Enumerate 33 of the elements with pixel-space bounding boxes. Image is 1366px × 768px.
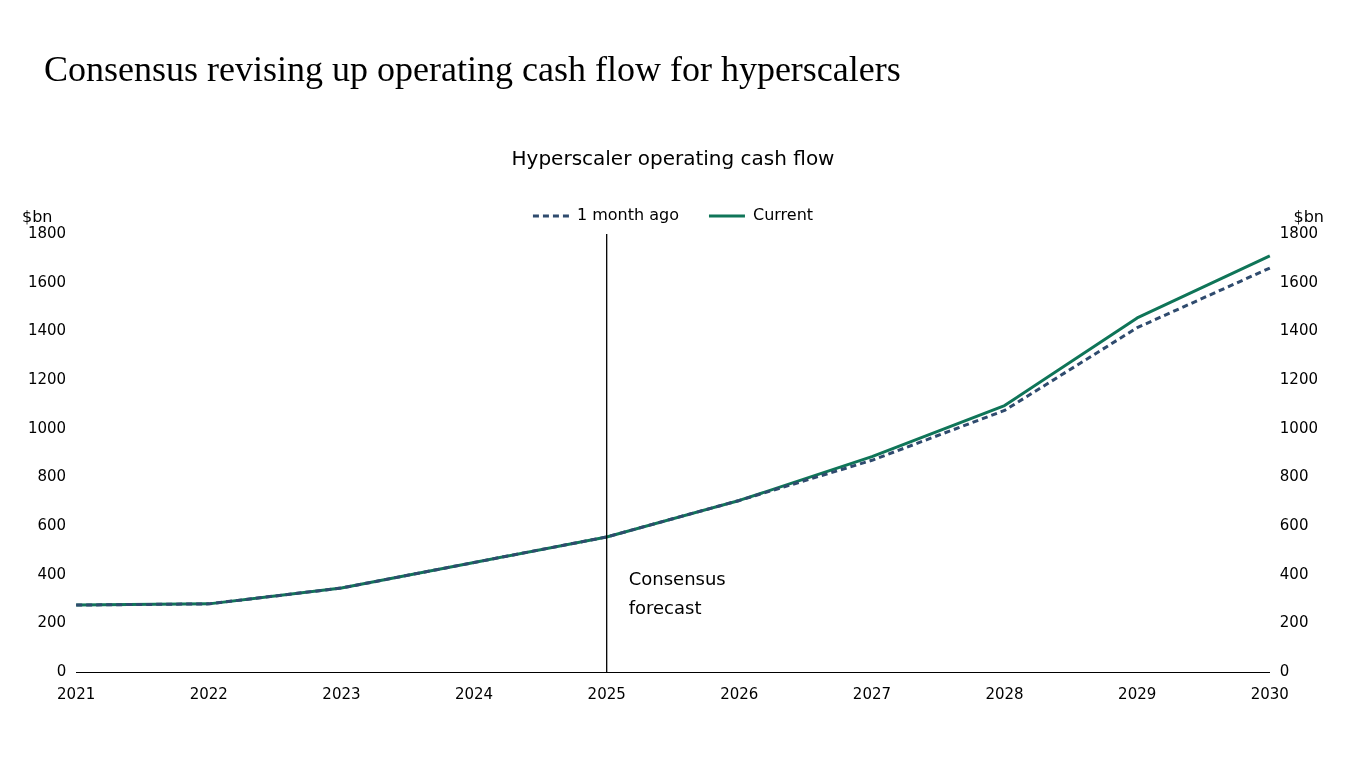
y-tick-label: 600: [37, 515, 67, 534]
y-tick-label: 1400: [27, 321, 67, 340]
x-tick-label: 2029: [1118, 684, 1157, 703]
y-tick-label: 1600: [27, 272, 67, 291]
y2-tick-label: 200: [1279, 613, 1309, 632]
x-tick-label: 2026: [720, 684, 759, 703]
y2-tick-label: 1600: [1279, 272, 1319, 291]
y2-tick-label: 800: [1279, 467, 1309, 486]
y2-tick-label: 1200: [1279, 369, 1319, 388]
y2-tick-label: 0: [1279, 661, 1290, 680]
y-tick-label: 1000: [27, 418, 67, 437]
x-tick-label: 2028: [985, 684, 1024, 703]
y2-tick-label: 1000: [1279, 418, 1319, 437]
y-tick-label: 800: [37, 467, 67, 486]
chart-title: Consensus revising up operating cash flow for hyperscalers: [43, 48, 902, 91]
x-tick-label: 2024: [454, 684, 494, 703]
y2-tick-label: 1400: [1279, 321, 1319, 340]
ref-line-label: Consensus forecast: [628, 567, 726, 618]
x-tick-label: 2027: [852, 684, 892, 703]
chart-subtitle: Hyperscaler operating cash flow: [511, 146, 835, 171]
y2-tick-label: 600: [1279, 515, 1309, 534]
x-tick-label: 2022: [189, 684, 228, 703]
x-tick-label: 2030: [1250, 684, 1289, 703]
x-tick-label: 2021: [57, 684, 96, 703]
x-tick-label: 2025: [587, 684, 626, 703]
y-tick-label: 200: [37, 613, 67, 632]
legend-label: Current: [752, 205, 814, 225]
y-tick-label: 1200: [27, 369, 67, 388]
y2-tick-label: 400: [1279, 564, 1309, 583]
y-tick-label: 400: [37, 564, 67, 583]
y-tick-label: 0: [56, 661, 67, 680]
legend-label: 1 month ago: [576, 205, 679, 225]
x-tick-label: 2023: [322, 684, 361, 703]
